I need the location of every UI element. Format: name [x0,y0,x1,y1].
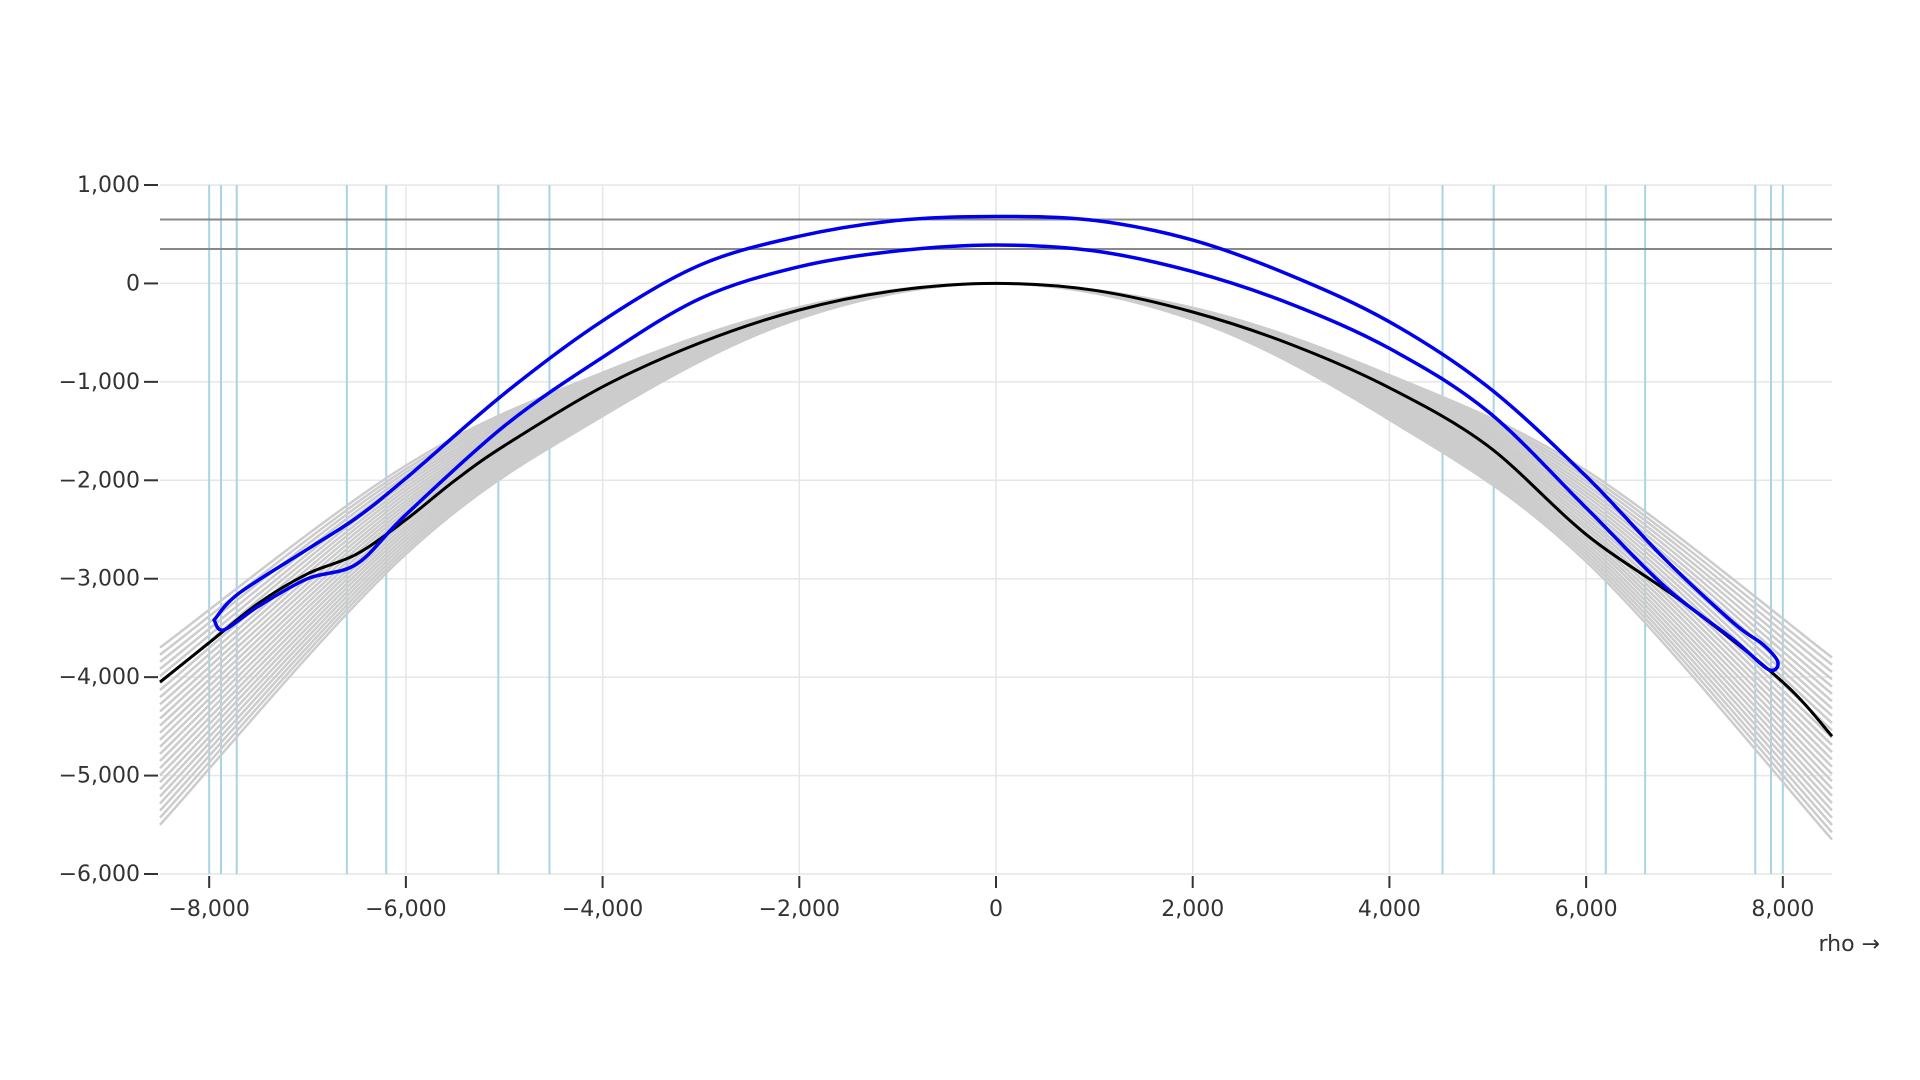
main-curve [159,281,1834,738]
main-curve-group [159,281,1834,738]
y-tick-label-3: −2,000 [59,468,140,493]
horizontal-reference-lines [160,218,1832,250]
x-tick-label-4: 0 [989,897,1003,922]
y-tick-label-1: 0 [126,271,140,296]
y-tick-label-7: −6,000 [59,862,140,887]
y-tick-label-4: −3,000 [59,567,140,592]
vertical-reference-lines [208,185,1784,874]
y-tick-label-2: −1,000 [59,370,140,395]
x-tick-label-5: 2,000 [1161,897,1224,922]
x-tick-label-2: −4,000 [562,897,643,922]
x-axis-title: rho → [1819,932,1881,957]
x-tick-label-0: −8,000 [168,897,249,922]
x-tick-label-3: −2,000 [759,897,840,922]
x-tick-label-7: 6,000 [1555,897,1618,922]
axes: 1,000 0 −1,000 −2,000 −3,000 −4,000 −5,000 −6,0… [59,173,1815,922]
x-tick-label-6: 4,000 [1358,897,1421,922]
x-tick-label-1: −6,000 [365,897,446,922]
x-tick-label-8: 8,000 [1751,897,1814,922]
y-tick-label-6: −5,000 [59,764,140,789]
y-tick-label-0: 1,000 [77,173,140,198]
contour [212,214,1780,673]
y-tick-label-5: −4,000 [59,665,140,690]
contour-group [212,214,1780,673]
